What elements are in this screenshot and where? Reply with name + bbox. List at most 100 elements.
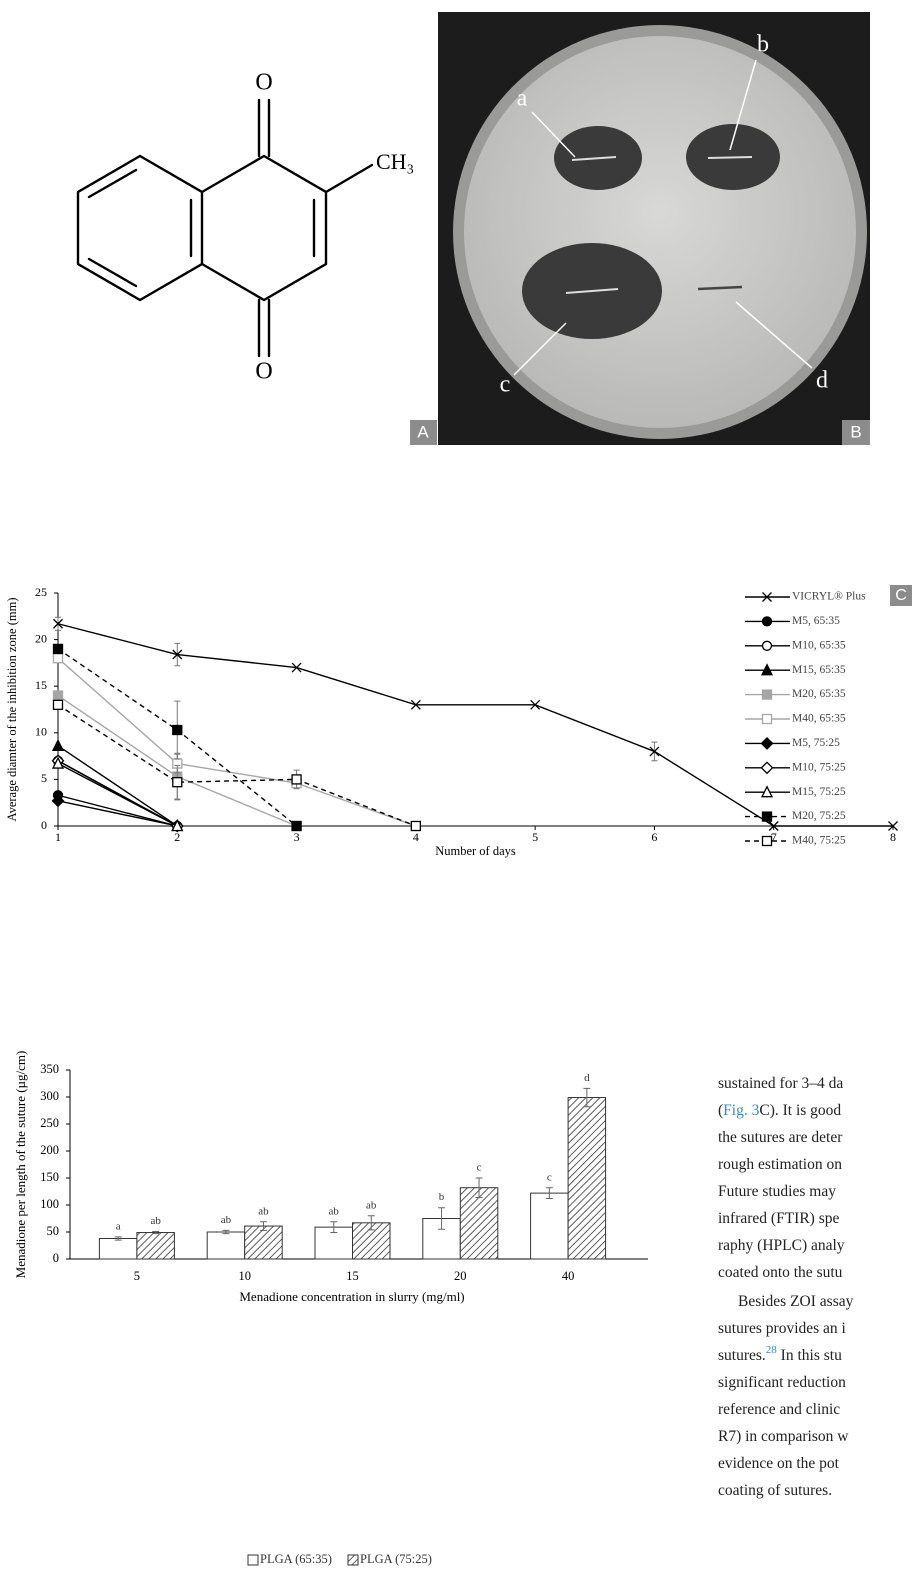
marker [52, 699, 64, 710]
legend-swatch [347, 1554, 359, 1566]
legend-label: M20, 65:35 [792, 688, 846, 700]
line-chart: 0 5 10 15 20 25 1 2 3 4 5 6 7 8 Number of days Average … [5, 585, 898, 858]
pointer-line [513, 322, 567, 376]
text-span: C). It is good [759, 1102, 841, 1119]
marker [172, 649, 183, 660]
text-span: the sutures are deter [718, 1129, 843, 1146]
panel-label-box [410, 420, 437, 445]
suture [707, 156, 753, 159]
legend-label: PLGA (65:35) [260, 1552, 332, 1566]
marker [52, 653, 64, 664]
legend-label: M20, 75:25 [792, 810, 846, 822]
benzene-ring [76, 154, 204, 302]
marker [52, 690, 64, 701]
significance-letter: ab [329, 1205, 340, 1217]
error-bar [367, 1215, 375, 1231]
x-tick-label: 10 [238, 1269, 251, 1283]
x-tick-label: 2 [174, 830, 180, 844]
text-line: coating of sutures. [718, 1482, 832, 1499]
legend-label: M5, 65:35 [792, 615, 840, 627]
suture [571, 156, 617, 161]
legend-label: M15, 65:35 [792, 664, 846, 676]
x-tick-label: 8 [890, 830, 896, 844]
text-line: infrared (FTIR) spe [718, 1210, 839, 1227]
double-bond [87, 168, 138, 199]
y-tick-label: 300 [40, 1089, 59, 1103]
text-line: Future studies may [718, 1183, 836, 1200]
marker [172, 777, 183, 788]
atom-label: O [255, 359, 272, 385]
error-bar [475, 1177, 483, 1198]
body-text: sustained for 3–4 da (Fig. 3C). It is goo… [718, 1075, 854, 1499]
legend-marker [761, 713, 773, 725]
suture [697, 285, 743, 291]
marker [291, 662, 302, 673]
x-axis-label: Menadione concentration in slurry (mg/ml… [239, 1289, 464, 1304]
marker [888, 821, 898, 831]
error-bar [438, 1207, 446, 1230]
link-text: Fig. 3 [723, 1102, 759, 1119]
series-line [57, 800, 178, 827]
series-line [57, 704, 417, 827]
legend-marker [760, 663, 774, 676]
error-bar [545, 1187, 553, 1200]
y-tick-label: 250 [40, 1116, 59, 1130]
panel-label: C [895, 587, 907, 604]
legend-marker [761, 811, 773, 822]
series-line [57, 794, 178, 827]
text-line: significant reduction [718, 1374, 846, 1391]
link-text: 28 [766, 1344, 778, 1356]
y-axis-label: Average diamter of the inhibition zone (… [5, 598, 19, 822]
x-tick-label: 3 [294, 830, 300, 844]
chemical-structure: O CH₃ O [76, 70, 414, 385]
bar [530, 1192, 569, 1260]
suture [565, 288, 619, 294]
text-line: raphy (HPLC) analy [718, 1237, 845, 1254]
y-tick-label: 150 [40, 1170, 59, 1184]
bar [567, 1097, 607, 1260]
significance-letter: ab [366, 1199, 377, 1211]
series-line [57, 657, 417, 827]
marker [291, 820, 302, 832]
error-bar [330, 1221, 338, 1234]
photo-label: c [500, 372, 511, 398]
text-span: significant reduction [718, 1374, 846, 1391]
text-span: raphy (HPLC) analy [718, 1237, 845, 1254]
photo-label: a [517, 86, 528, 112]
photo-label: b [757, 32, 769, 58]
pointer-line [735, 301, 813, 369]
text-span: rough estimation on [718, 1156, 842, 1173]
significance-letter: b [439, 1191, 445, 1203]
legend-marker [760, 785, 774, 798]
bar [98, 1237, 138, 1260]
panel-label-box [890, 585, 912, 606]
text-line: evidence on the pot [718, 1455, 840, 1472]
marker [410, 699, 421, 710]
y-tick-label: 15 [35, 678, 47, 692]
x-tick-label: 15 [346, 1269, 359, 1283]
panel-label: B [850, 422, 861, 441]
error-bar [259, 1221, 267, 1231]
x-tick-label: 4 [413, 830, 419, 844]
y-tick-label: 25 [35, 585, 47, 599]
x-axis-label: Number of days [435, 844, 516, 858]
y-tick-label: 0 [41, 818, 47, 832]
bar [136, 1232, 175, 1260]
legend-marker [760, 761, 774, 775]
y-tick-label: 100 [40, 1197, 59, 1211]
legend-marker [761, 689, 773, 700]
text-span: sustained for 3–4 da [718, 1075, 843, 1092]
text-line: sustained for 3–4 da [718, 1075, 843, 1092]
text-line: rough estimation on [718, 1156, 842, 1173]
bar [244, 1225, 283, 1260]
y-tick-label: 50 [47, 1224, 60, 1238]
text-line: sutures.28 In this stu [718, 1344, 842, 1364]
plate-photo: a b c d [438, 12, 870, 445]
text-line: the sutures are deter [718, 1129, 843, 1146]
text-line: Besides ZOI assay [738, 1293, 854, 1310]
marker [291, 774, 302, 785]
legend-label: M10, 75:25 [792, 761, 846, 773]
significance-letter: ab [258, 1205, 269, 1217]
significance-letter: d [584, 1072, 590, 1084]
